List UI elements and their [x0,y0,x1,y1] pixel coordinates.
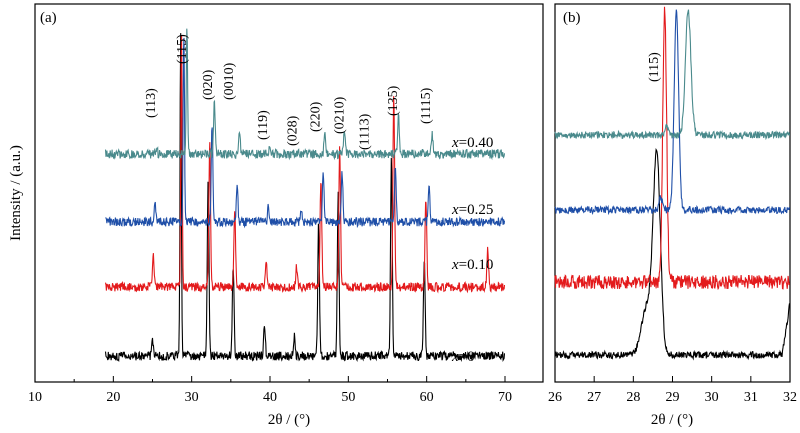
peak-label: (020) [201,69,216,100]
x-tick-label: 28 [626,390,640,405]
peak-label: (0210) [333,96,348,134]
panel-b-x-axis-title: 2θ / (°) [651,412,693,428]
x-tick-label: 70 [498,390,512,405]
panel-a-series [104,28,506,363]
panel-b: (b) 26 27 28 29 30 31 32 (115) [548,3,797,405]
series-label: x=0 [451,349,475,365]
x-tick-label: 27 [587,390,601,405]
peak-label: (1115) [419,87,434,124]
series-line-x-0-10 [104,35,506,294]
x-tick-label: 60 [420,390,434,405]
series-label: x=0.40 [451,135,493,151]
x-tick-label: 32 [783,390,797,405]
x-tick-label: 26 [548,390,562,405]
panel-b-label: (b) [563,10,581,26]
x-tick-label: 50 [341,390,355,405]
peak-label: (028) [286,115,301,146]
panel-b-peak-label-115: (115) [647,52,662,82]
peak-label: (113) [144,88,159,118]
panel-a-frame [34,3,544,383]
series-line-x-0-25 [105,37,506,229]
x-tick-label: 20 [106,390,120,405]
x-tick-label: 31 [744,390,758,405]
x-tick-label: 10 [28,390,42,405]
peak-label: (135) [386,85,401,116]
y-axis-title: Intensity / (a.u.) [8,145,24,241]
peak-label: (115) [175,34,190,64]
panel-b-series-line [554,6,791,291]
panel-b-series [554,6,791,361]
x-tick-label: 30 [705,390,719,405]
x-tick-label: 40 [263,390,277,405]
series-line-x-0-40 [104,28,506,161]
panel-a: (a) 10 20 30 40 50 60 70 (113) (115) (020) (0010)… [28,3,544,405]
panel-a-peak-labels: (113) (115) (020) (0010) (119) (028) (220) (021… [144,34,434,150]
x-tick-label: 29 [666,390,680,405]
panel-b-x-ticks: 26 27 28 29 30 31 32 [548,376,797,405]
panel-b-frame [554,3,791,383]
x-tick-label: 30 [185,390,199,405]
series-label: x=0.10 [451,257,493,273]
panel-a-label: (a) [40,10,57,26]
panel-b-series-line [554,9,791,216]
panel-a-x-ticks: 10 20 30 40 50 60 70 [28,376,512,405]
peak-label: (0010) [222,62,237,100]
series-label: x=0.25 [451,202,493,218]
panel-b-series-line [554,147,791,361]
panel-a-x-axis-title: 2θ / (°) [268,412,310,428]
peak-label: (220) [308,101,323,132]
series-line-x-0 [104,33,506,363]
panel-a-series-labels: x=0 x=0.10 x=0.25 x=0.40 [451,135,493,365]
panel-b-series-line [554,9,791,141]
peak-label: (1113) [358,113,373,150]
peak-label: (119) [256,110,271,140]
